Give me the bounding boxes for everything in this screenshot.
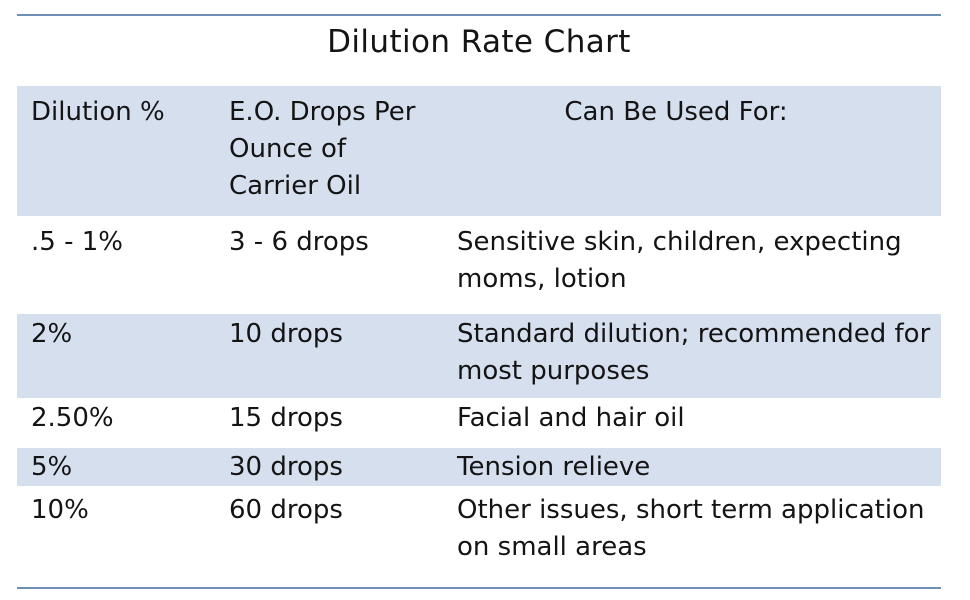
chart-title: Dilution Rate Chart: [327, 24, 631, 60]
header-drops: E.O. Drops Per Ounce of Carrier Oil: [229, 97, 416, 201]
dilution-chart-sheet: Dilution Rate Chart Dilution % E.O. Drop…: [17, 14, 941, 590]
drops-cell: 60 drops: [229, 495, 343, 525]
drops-cell: 3 - 6 drops: [229, 227, 369, 257]
table-header-row: Dilution % E.O. Drops Per Ounce of Carri…: [17, 86, 941, 216]
dilution-table: Dilution % E.O. Drops Per Ounce of Carri…: [17, 86, 941, 566]
table-row: 5% 30 drops Tension relieve: [17, 448, 941, 486]
top-rule: [17, 14, 941, 16]
header-use: Can Be Used For:: [564, 97, 788, 127]
drops-cell: 15 drops: [229, 403, 343, 433]
drops-cell: 10 drops: [229, 319, 343, 349]
table-row: 2% 10 drops Standard dilution; recommend…: [17, 314, 941, 398]
use-cell: Sensitive skin, children, expecting moms…: [457, 227, 902, 294]
drops-cell: 30 drops: [229, 452, 343, 482]
dilution-cell: 2.50%: [31, 403, 114, 433]
dilution-cell: 5%: [31, 452, 73, 482]
use-cell: Facial and hair oil: [457, 403, 685, 433]
table-row: 2.50% 15 drops Facial and hair oil: [17, 398, 941, 448]
dilution-cell: 10%: [31, 495, 89, 525]
dilution-cell: .5 - 1%: [31, 227, 123, 257]
header-dilution: Dilution %: [31, 97, 165, 127]
use-cell: Standard dilution; recommended for most …: [457, 319, 931, 386]
table-row: .5 - 1% 3 - 6 drops Sensitive skin, chil…: [17, 216, 941, 314]
dilution-cell: 2%: [31, 319, 73, 349]
use-cell: Tension relieve: [457, 452, 651, 482]
use-cell: Other issues, short term application on …: [457, 495, 925, 562]
table-row: 10% 60 drops Other issues, short term ap…: [17, 486, 941, 566]
bottom-rule: [17, 587, 941, 589]
